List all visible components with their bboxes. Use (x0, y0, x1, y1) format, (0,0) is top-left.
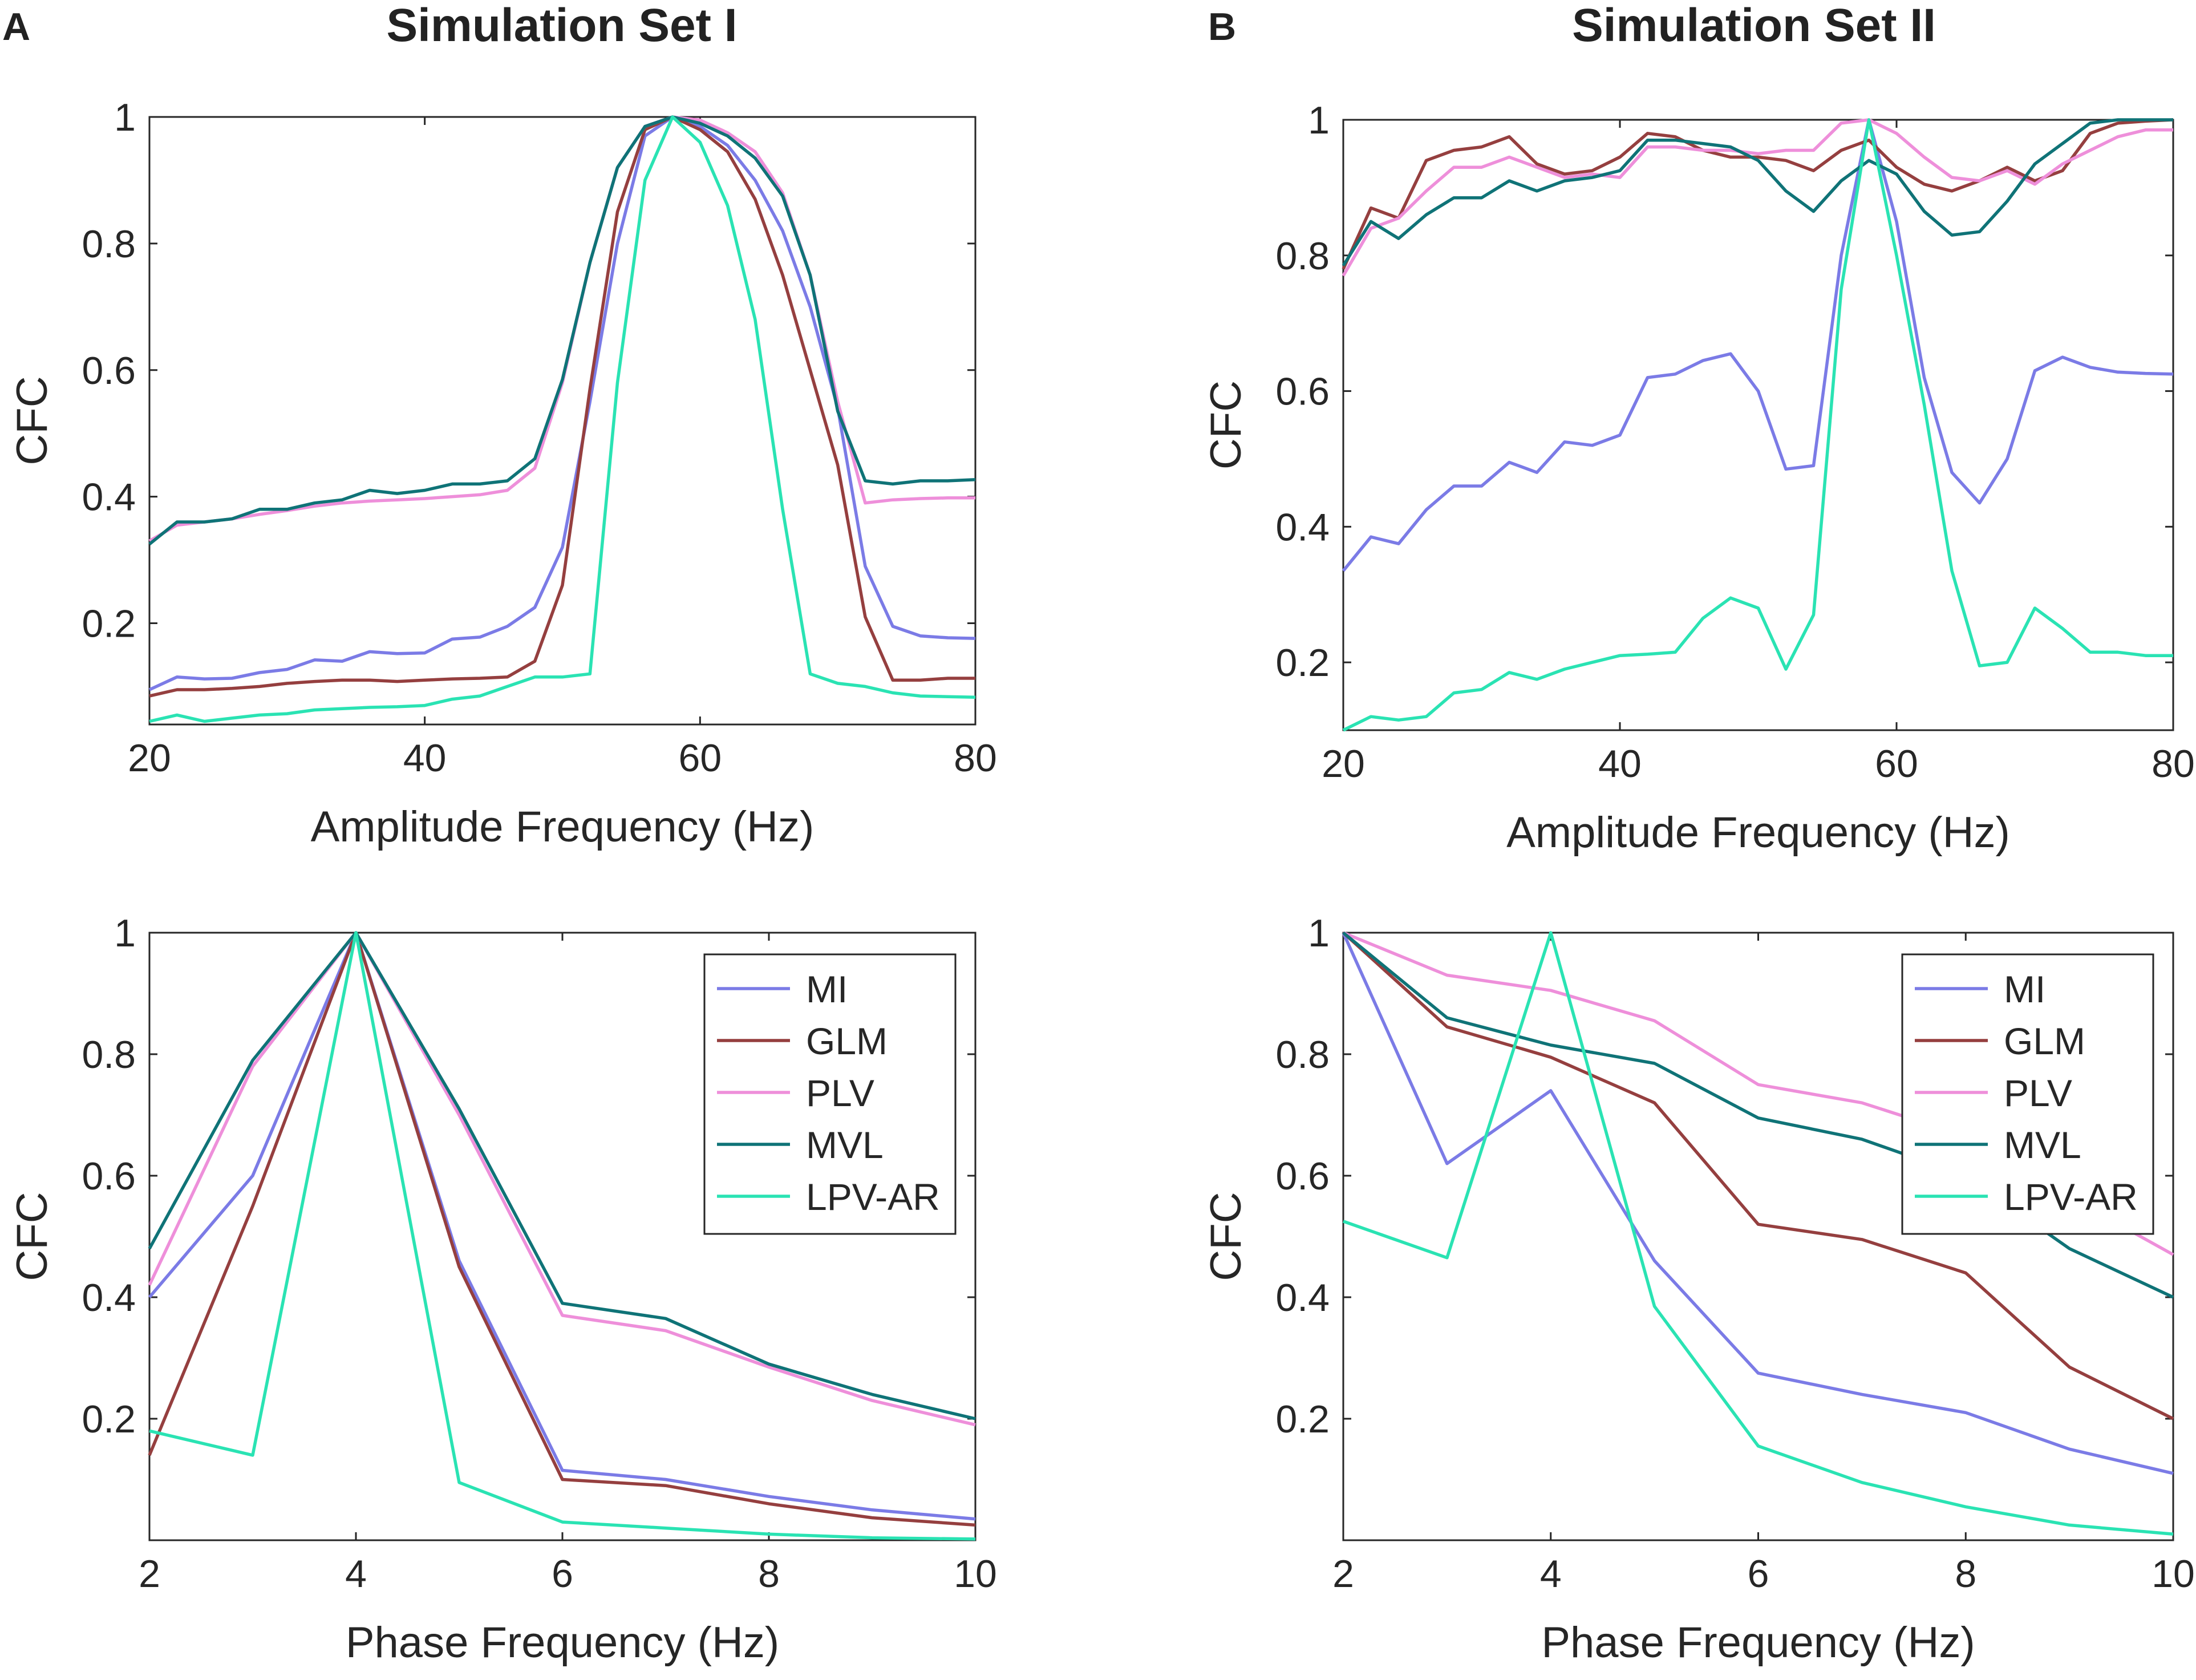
x-axis-label: Phase Frequency (Hz) (346, 1618, 779, 1667)
x-tick-label: 80 (954, 736, 997, 780)
panel-label-b: B (1208, 5, 1236, 48)
legend-label-mvl: MVL (806, 1124, 884, 1166)
x-tick-label: 4 (345, 1552, 367, 1596)
x-axis-label: Amplitude Frequency (Hz) (1506, 808, 2010, 857)
y-tick-label: 1 (114, 912, 136, 955)
y-tick-label: 0.2 (82, 1398, 136, 1441)
x-tick-label: 80 (2152, 742, 2195, 786)
series-line-mi (1342, 118, 2174, 572)
y-tick-label: 0.6 (1275, 370, 1330, 414)
legend: MI GLM PLV MVL LPV-AR (703, 953, 957, 1235)
y-tick-label: 0.8 (1275, 1033, 1330, 1076)
series-line-lpv-ar (1343, 931, 2174, 1536)
y-tick-label: 0.4 (1275, 1276, 1330, 1319)
column-title-set1: Simulation Set I (386, 0, 737, 51)
x-tick-label: 20 (128, 736, 171, 780)
x-tick-label: 8 (758, 1552, 780, 1596)
y-tick-label: 1 (1308, 912, 1330, 955)
x-tick-label: 6 (1748, 1552, 1769, 1596)
y-tick-label: 0.8 (1275, 234, 1330, 278)
series-line-mvl (148, 931, 976, 1420)
x-tick-label: 60 (1875, 742, 1918, 786)
y-tick-label: 1 (114, 96, 136, 139)
chart-set1-phase: 2 4 6 8 10 0.2 0.4 0.6 0.8 1 Phase Frequency (Hz) C… (8, 912, 997, 1667)
x-tick-label: 4 (1540, 1552, 1562, 1596)
legend-box (703, 953, 957, 1235)
axes-box (148, 116, 977, 726)
y-tick-label: 0.2 (1275, 641, 1330, 685)
panel-label-a: A (2, 5, 30, 48)
y-tick-label: 0.6 (82, 349, 136, 392)
legend-label-glm: GLM (806, 1020, 888, 1062)
x-axis-label: Amplitude Frequency (Hz) (311, 803, 815, 851)
y-tick-label: 0.6 (1275, 1155, 1330, 1198)
series-line-plv (148, 931, 976, 1427)
y-axis-label: CFC (8, 376, 56, 465)
axes-box (1342, 119, 2174, 731)
chart-set2-amplitude: 20 40 60 80 0.2 0.4 0.6 0.8 1 Amplitude Frequency… (1202, 99, 2195, 857)
series-line-mi (1342, 932, 2174, 1475)
x-tick-label: 20 (1322, 742, 1365, 786)
y-tick-label: 0.2 (82, 602, 136, 646)
legend-box (1901, 953, 2154, 1235)
series-line-mi (148, 115, 976, 691)
y-axis-label: CFC (1202, 1192, 1250, 1281)
y-tick-label: 0.4 (1275, 505, 1330, 549)
series-line-glm (148, 931, 976, 1527)
legend-label-mi: MI (806, 968, 848, 1010)
legend-label-plv: PLV (2004, 1072, 2072, 1114)
x-tick-label: 2 (139, 1552, 160, 1596)
y-tick-label: 0.4 (82, 1276, 136, 1319)
series-line-lpv-ar (149, 931, 976, 1541)
legend-label-plv: PLV (806, 1072, 874, 1114)
series-line-glm (1342, 118, 2174, 270)
series-line-glm (149, 115, 975, 698)
chart-set2-phase: 2 4 6 8 10 0.2 0.4 0.6 0.8 1 Phase Frequency (Hz) C… (1202, 912, 2195, 1667)
legend-label-glm: GLM (2004, 1020, 2085, 1062)
series-line-mvl (148, 115, 976, 545)
y-tick-label: 1 (1308, 99, 1330, 142)
x-tick-label: 60 (679, 736, 722, 780)
y-tick-label: 0.8 (82, 222, 136, 266)
legend: MI GLM PLV MVL LPV-AR (1901, 953, 2154, 1235)
y-tick-label: 0.6 (82, 1155, 136, 1198)
series-line-plv (148, 115, 975, 543)
y-axis-label: CFC (1202, 380, 1250, 469)
y-tick-label: 0.4 (82, 476, 136, 519)
legend-label-lpv-ar: LPV-AR (2004, 1176, 2138, 1218)
legend-label-mvl: MVL (2004, 1124, 2081, 1166)
x-tick-label: 10 (2152, 1552, 2195, 1596)
x-axis-label: Phase Frequency (Hz) (1541, 1618, 1975, 1667)
legend-label-lpv-ar: LPV-AR (806, 1176, 940, 1218)
y-axis-label: CFC (8, 1192, 56, 1281)
chart-set1-amplitude: 20 40 60 80 0.2 0.4 0.6 0.8 1 Amplitude Frequency… (8, 96, 997, 851)
legend-label-mi: MI (2004, 968, 2045, 1010)
x-tick-label: 2 (1332, 1552, 1354, 1596)
series-line-lpv-ar (1342, 118, 2173, 732)
series-line-glm (1342, 931, 2174, 1420)
column-title-set2: Simulation Set II (1572, 0, 1936, 51)
x-tick-label: 10 (954, 1552, 997, 1596)
series-line-mvl (1342, 118, 2173, 267)
x-tick-label: 40 (1598, 742, 1642, 786)
x-tick-label: 40 (403, 736, 447, 780)
series-line-plv (1342, 118, 2173, 277)
series-line-lpv-ar (149, 115, 976, 723)
x-tick-label: 8 (1955, 1552, 1976, 1596)
y-tick-label: 0.8 (82, 1033, 136, 1076)
y-tick-label: 0.2 (1275, 1398, 1330, 1441)
series-line-mi (148, 931, 976, 1521)
x-tick-label: 6 (552, 1552, 573, 1596)
